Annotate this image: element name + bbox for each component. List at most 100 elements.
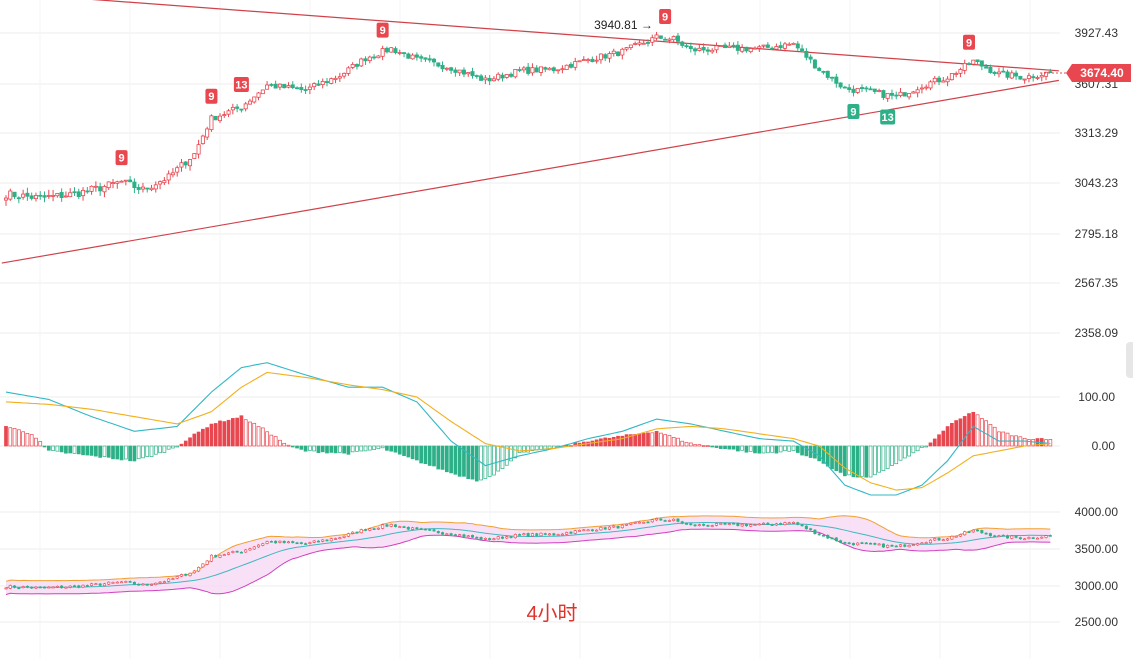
band-candle-body — [535, 533, 539, 536]
macd-histogram-bar — [1048, 439, 1053, 447]
macd-histogram-bar — [688, 442, 693, 447]
candle-body — [230, 106, 235, 111]
band-candle-body — [603, 527, 607, 530]
candle-body — [633, 43, 638, 45]
band-candle-body — [869, 542, 873, 545]
panel-scroll-handle[interactable] — [1126, 342, 1133, 378]
macd-histogram-bar — [633, 434, 638, 447]
band-candle-body — [218, 554, 222, 558]
band-candle-body — [312, 540, 316, 543]
macd-histogram-bar — [34, 437, 38, 447]
band-candle-body — [856, 542, 860, 546]
candle-body — [526, 66, 531, 74]
band-candle-body — [916, 543, 920, 546]
macd-histogram-bar — [436, 445, 441, 470]
band-candle-body — [209, 554, 213, 562]
macd-histogram-bar — [449, 445, 453, 474]
band-candle-body — [94, 583, 98, 586]
band-candle-body — [483, 538, 487, 540]
candle-body — [222, 114, 227, 116]
candle-body — [350, 64, 355, 68]
band-candle-body — [899, 544, 903, 547]
macd-histogram-bar — [312, 445, 317, 452]
band-candle-body — [299, 542, 303, 544]
band-candle-body — [496, 536, 500, 540]
band-candle-body — [1040, 536, 1044, 539]
band-candle-body — [488, 538, 492, 540]
band-candle-body — [77, 585, 81, 588]
macd-histogram-bar — [128, 445, 132, 462]
candle-body — [860, 87, 865, 90]
band-candle-body — [792, 522, 796, 524]
candle-body — [808, 56, 813, 60]
bollinger-band-fill — [6, 515, 1051, 595]
candle-body — [342, 72, 347, 77]
macd-histogram-bar — [992, 426, 997, 447]
candle-body — [714, 45, 719, 51]
td-marker-badge — [659, 9, 672, 25]
candle-body — [8, 190, 13, 200]
candle-body — [414, 54, 419, 58]
candle-body — [436, 62, 441, 67]
candle-body — [389, 47, 394, 53]
macd-histogram-bar — [269, 434, 274, 447]
band-candle-body — [509, 536, 513, 538]
band-candle-body — [783, 522, 787, 525]
candle-body — [898, 91, 903, 97]
band-candle-body — [355, 531, 359, 534]
macd-histogram-bar — [611, 436, 616, 447]
macd-histogram-bar — [320, 445, 325, 453]
candle-body — [894, 94, 899, 97]
band-candle-body — [179, 574, 183, 577]
candle-body — [812, 59, 817, 69]
macd-histogram-bar — [81, 445, 85, 456]
candle-body — [153, 184, 158, 190]
macd-histogram-bar — [697, 444, 702, 447]
band-candle-body — [839, 540, 843, 543]
macd-histogram-bar — [851, 445, 856, 478]
band-axis-tick: 3500.00 — [1075, 542, 1119, 556]
candle-body — [637, 42, 642, 45]
macd-histogram-bar — [38, 441, 43, 447]
candle-body — [825, 70, 830, 78]
band-candle-body — [946, 538, 950, 541]
band-candle-body — [804, 525, 808, 530]
macd-histogram-bar — [967, 413, 971, 447]
macd-histogram-bar — [59, 445, 64, 453]
candle-body — [1009, 72, 1014, 79]
candle-body — [367, 56, 372, 62]
macd-histogram-bar — [795, 445, 800, 453]
last-price-badge — [1066, 64, 1131, 82]
band-candle-body — [963, 531, 967, 536]
band-candle-body — [530, 533, 534, 537]
band-candle-body — [1018, 537, 1022, 540]
candle-body — [718, 45, 723, 47]
macd-histogram-bar — [658, 432, 663, 447]
period-label: 4小时 — [526, 602, 577, 625]
price-axis-tick: 3313.29 — [1075, 126, 1119, 140]
macd-histogram-bar — [740, 445, 745, 451]
candle-body — [795, 43, 800, 49]
band-candle-body — [851, 543, 855, 546]
macd-histogram-bar — [153, 445, 158, 455]
band-candle-body — [34, 586, 38, 589]
macd-histogram-bar — [179, 443, 184, 447]
macd-histogram-bar — [496, 445, 501, 472]
candle-body — [979, 60, 984, 67]
price-axis-tick: 2358.09 — [1075, 326, 1119, 340]
band-candle-body — [522, 533, 526, 536]
candle-body — [243, 103, 248, 110]
macd-panel — [4, 362, 1053, 496]
candle-body — [1031, 76, 1036, 79]
candle-body — [444, 67, 449, 70]
candle-body — [723, 44, 728, 49]
macd-histogram-bar — [402, 445, 406, 456]
band-candle-body — [590, 529, 594, 532]
macd-histogram-bar — [898, 445, 903, 461]
band-candle-body — [941, 539, 945, 541]
band-fill — [6, 515, 1051, 595]
candle-body — [102, 186, 107, 193]
candle-body — [577, 60, 582, 63]
